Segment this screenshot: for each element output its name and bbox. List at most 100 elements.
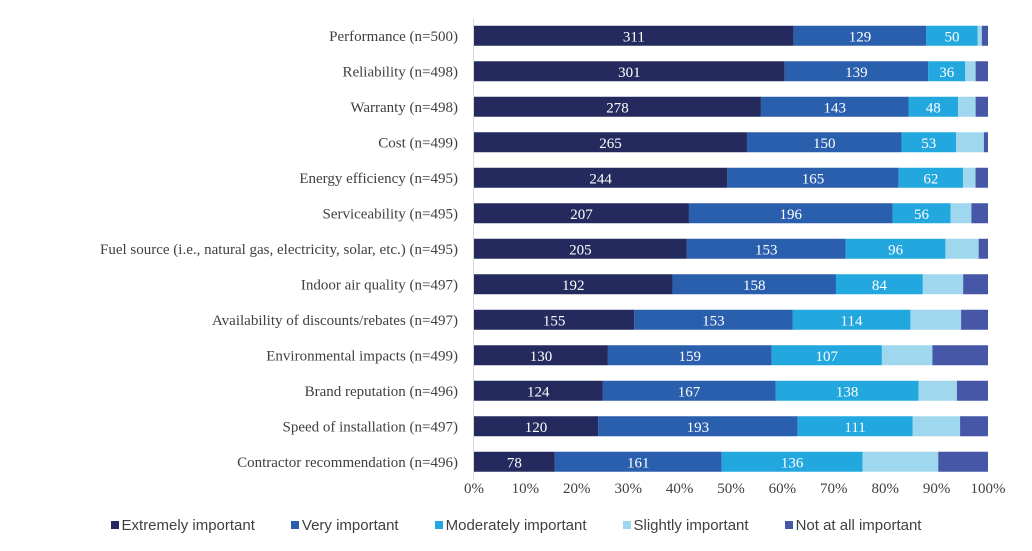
bar-segment-moderately-important — [775, 380, 919, 401]
category-label: Indoor air quality (n=497) — [301, 277, 458, 293]
data-label: 205 — [569, 242, 592, 258]
bar-segment-extremely-important — [474, 132, 747, 153]
category-label: Serviceability (n=495) — [322, 206, 458, 222]
data-label: 244 — [589, 171, 612, 187]
data-label: 153 — [755, 242, 778, 258]
x-tick-label: 10% — [512, 481, 540, 497]
data-label: 278 — [606, 100, 629, 116]
data-label: 111 — [844, 420, 865, 436]
data-label: 165 — [802, 171, 825, 187]
x-tick-label: 60% — [769, 481, 797, 497]
bar-segment-not-at-all-important — [963, 274, 988, 295]
bar-segment-not-at-all-important — [971, 203, 988, 224]
bar-segment-moderately-important — [797, 416, 913, 437]
legend-item: Not at all important — [784, 514, 921, 536]
legend-swatch — [434, 521, 443, 529]
legend-item: Moderately important — [434, 514, 587, 536]
bar-segment-extremely-important — [474, 203, 689, 224]
bar-segment-very-important — [554, 451, 722, 472]
bar-segment-moderately-important — [908, 96, 959, 117]
data-label: 130 — [530, 349, 553, 365]
bar-segment-very-important — [793, 25, 927, 46]
category-label: Availability of discounts/rebates (n=497… — [212, 313, 458, 329]
data-label: 150 — [813, 136, 836, 152]
bar-segment-slightly-important — [945, 238, 979, 259]
data-label: 196 — [779, 207, 802, 223]
bar-segment-slightly-important — [977, 25, 982, 46]
data-label: 62 — [923, 171, 938, 187]
bar-segment-moderately-important — [901, 132, 957, 153]
bar-segment-very-important — [760, 96, 909, 117]
data-label: 301 — [618, 65, 641, 81]
bar-segment-extremely-important — [474, 167, 728, 188]
data-label: 167 — [678, 384, 701, 400]
bar-segment-moderately-important — [892, 203, 951, 224]
data-label: 155 — [543, 313, 566, 329]
bar-segment-extremely-important — [474, 61, 785, 82]
bar-segment-slightly-important — [963, 167, 976, 188]
bar-segment-very-important — [688, 203, 893, 224]
data-label: 265 — [599, 136, 622, 152]
legend-swatch — [784, 521, 793, 529]
data-label: 36 — [939, 65, 955, 81]
data-label: 114 — [841, 313, 863, 329]
category-label: Warranty (n=498) — [350, 100, 458, 116]
category-label: Environmental impacts (n=499) — [266, 348, 458, 364]
bar-segment-very-important — [784, 61, 929, 82]
bar-segment-slightly-important — [956, 132, 984, 153]
bar-segment-not-at-all-important — [961, 309, 988, 330]
x-axis-ticks: 0% 10% 20% 30% 40% 50% 60% 70% 80% 90% 100% — [464, 481, 1006, 497]
data-label: 56 — [914, 207, 930, 223]
bar-segment-slightly-important — [910, 309, 962, 330]
bar-segment-not-at-all-important — [938, 451, 988, 472]
data-label: 84 — [872, 278, 888, 294]
legend-label: Moderately important — [445, 516, 587, 534]
bar-segment-moderately-important — [721, 451, 863, 472]
bar-segment-not-at-all-important — [956, 380, 988, 401]
data-label: 96 — [888, 242, 904, 258]
bar-segment-moderately-important — [845, 238, 946, 259]
category-label: Brand reputation (n=496) — [305, 384, 458, 400]
legend-swatch — [622, 521, 631, 529]
legend-swatch — [290, 521, 299, 529]
bar-segment-very-important — [598, 416, 798, 437]
bar-segment-moderately-important — [928, 61, 966, 82]
legend-swatch — [110, 521, 119, 529]
legend-label: Slightly important — [633, 516, 749, 534]
x-tick-label: 90% — [923, 481, 951, 497]
category-labels: Performance (n=500) Reliability (n=498) Wa… — [100, 29, 458, 471]
data-label: 53 — [921, 136, 936, 152]
bar-segment-extremely-important — [474, 345, 608, 366]
x-tick-label: 50% — [717, 481, 745, 497]
bar-segment-moderately-important — [771, 345, 882, 366]
bar-segment-not-at-all-important — [978, 238, 988, 259]
bar-segment-very-important — [672, 274, 836, 295]
bar-segment-not-at-all-important — [932, 345, 988, 366]
data-label: 143 — [823, 100, 846, 116]
bar-segment-very-important — [746, 132, 902, 153]
bar-segment-very-important — [607, 345, 772, 366]
x-tick-label: 30% — [614, 481, 642, 497]
data-label: 48 — [926, 100, 941, 116]
bar-segment-moderately-important — [792, 309, 911, 330]
x-tick-label: 40% — [666, 481, 694, 497]
data-label: 161 — [627, 455, 650, 471]
data-label: 107 — [816, 349, 839, 365]
bar-segment-moderately-important — [898, 167, 964, 188]
x-tick-label: 100% — [971, 481, 1006, 497]
data-label: 136 — [781, 455, 804, 471]
bar-segment-slightly-important — [950, 203, 972, 224]
legend-label: Very important — [301, 516, 399, 534]
bar-segment-extremely-important — [474, 309, 635, 330]
bar-segment-extremely-important — [474, 25, 794, 46]
bar-segment-extremely-important — [474, 96, 761, 117]
bar-segment-moderately-important — [835, 274, 923, 295]
bar-segment-slightly-important — [862, 451, 939, 472]
legend-label: Extremely important — [121, 516, 255, 534]
bar-segment-extremely-important — [474, 451, 555, 472]
bar-segment-slightly-important — [958, 96, 976, 117]
bar-segment-moderately-important — [926, 25, 978, 46]
data-label: 50 — [945, 29, 960, 45]
data-label: 207 — [570, 207, 593, 223]
